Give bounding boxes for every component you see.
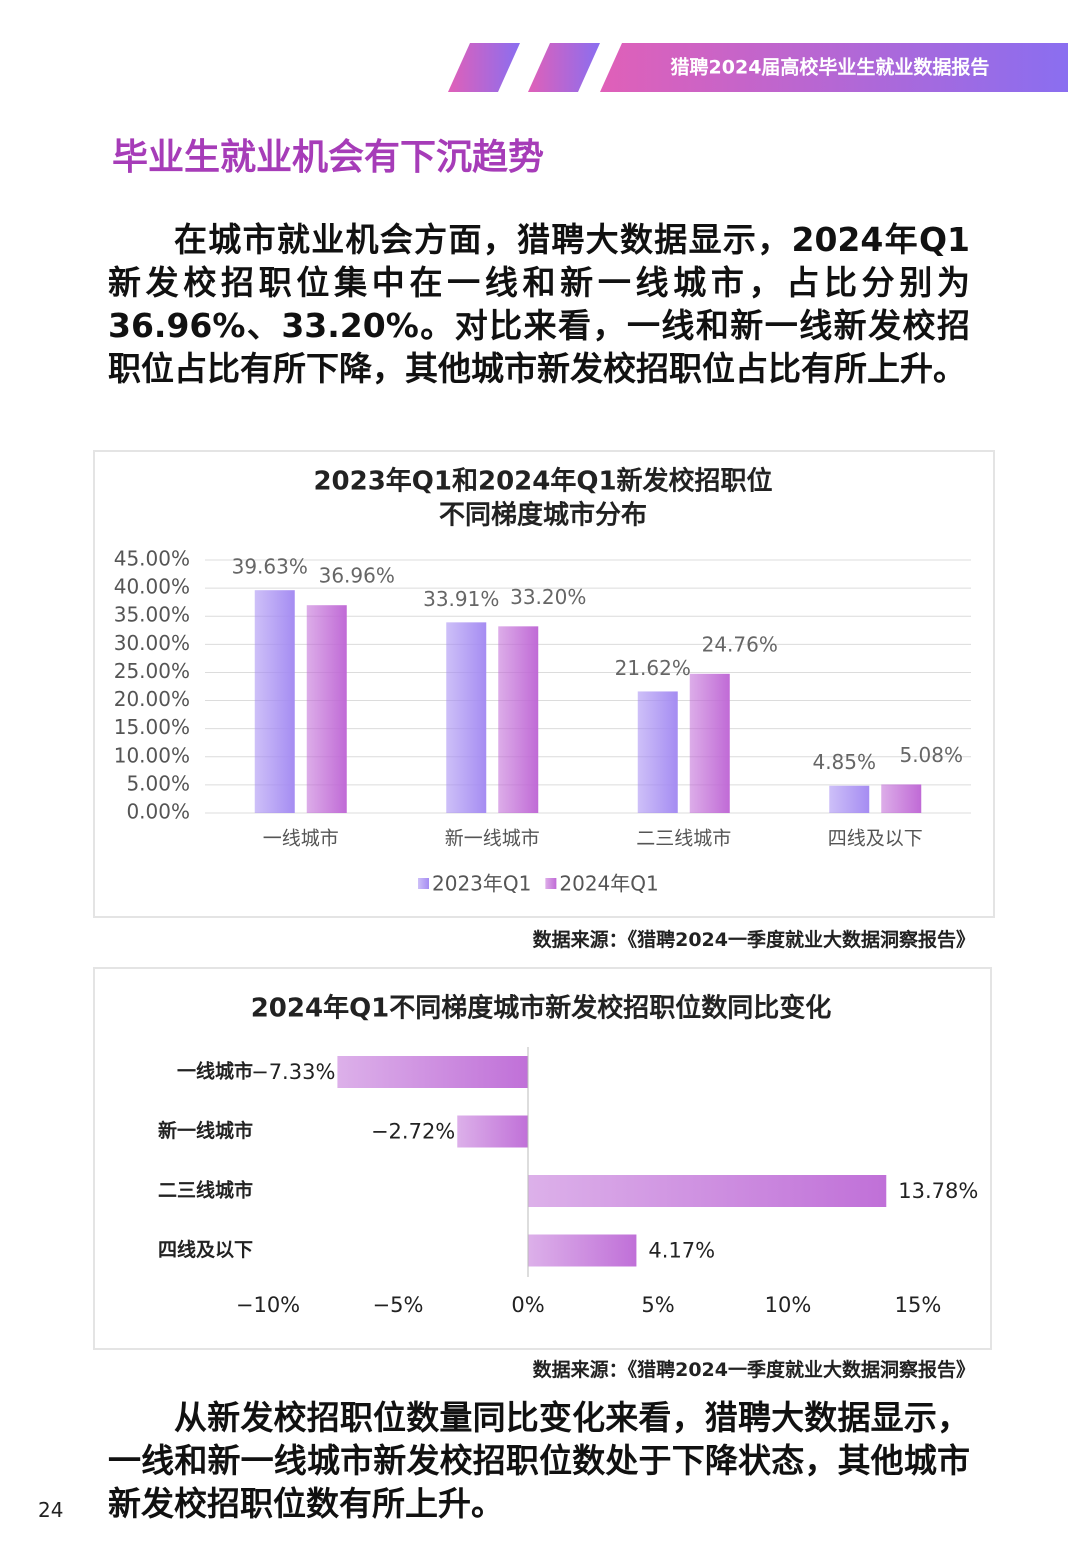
y-tick-label: 一线城市 (177, 1060, 253, 1083)
chart-title: 2023年Q1和2024年Q1新发校招职位 (313, 466, 772, 497)
header-bar (600, 43, 1068, 92)
bar (254, 590, 295, 813)
data-label: 33.20% (510, 585, 586, 609)
y-tick-label: 30.00% (114, 631, 190, 655)
stripe (448, 43, 520, 92)
data-label: 36.96% (319, 564, 395, 588)
y-tick-label: 10.00% (114, 743, 190, 767)
bar (689, 673, 730, 813)
y-tick-label: 45.00% (114, 547, 190, 571)
bar (528, 1234, 637, 1267)
y-tick-label: 四线及以下 (158, 1238, 253, 1261)
bar (528, 1175, 887, 1207)
legend-swatch (545, 878, 557, 889)
chart-box (93, 967, 992, 1350)
chart: 2024年Q1不同梯度城市新发校招职位数同比变化 −10% −5% 0% 5% 10% 15… (158, 993, 978, 1318)
x-tick-label: 新一线城市 (445, 828, 540, 850)
data-label: 4.85% (812, 750, 876, 774)
bar (637, 691, 678, 813)
bar (457, 1115, 528, 1148)
data-label: 4.17% (648, 1239, 715, 1263)
chart-box (93, 450, 995, 918)
y-tick-label: 35.00% (114, 603, 190, 627)
legend-swatch (418, 878, 429, 889)
chart-title: 不同梯度城市分布 (439, 500, 647, 531)
x-tick-label: 10% (765, 1293, 812, 1317)
bar (337, 1056, 528, 1088)
bar (306, 605, 347, 813)
bar (881, 784, 922, 813)
y-tick-label: 0.00% (126, 800, 190, 824)
header-band: 猎聘2024届高校毕业生就业数据报告 (448, 43, 1068, 92)
x-tick-label: 一线城市 (263, 828, 339, 850)
y-tick-label: 15.00% (114, 715, 190, 739)
paragraph: 从新发校招职位数量同比变化来看，猎聘大数据显示，一线和新一线城市新发校招职位数处… (108, 1398, 970, 1523)
data-label: 24.76% (702, 632, 778, 656)
source: 数据来源：《猎聘2024一季度就业大数据洞察报告》 (532, 929, 975, 951)
paragraph: 在城市就业机会方面，猎聘大数据显示，2024年Q1新发校招职位集中在一线和新一线… (108, 220, 970, 388)
chart-title: 2024年Q1不同梯度城市新发校招职位数同比变化 (251, 993, 832, 1024)
y-tick-label: 5.00% (126, 771, 190, 795)
y-tick-label: 20.00% (114, 687, 190, 711)
y-tick-label: 40.00% (114, 575, 190, 599)
source: 数据来源：《猎聘2024一季度就业大数据洞察报告》 (532, 1359, 975, 1381)
section-title: 毕业生就业机会有下沉趋势 (112, 137, 545, 178)
data-label: 13.78% (898, 1179, 978, 1203)
data-label: −2.72% (371, 1120, 455, 1144)
data-label: 5.08% (899, 743, 963, 767)
x-tick-label: −10% (236, 1293, 300, 1317)
y-tick-label: 新一线城市 (158, 1119, 253, 1142)
x-tick-label: 四线及以下 (828, 828, 923, 850)
x-tick-label: 15% (895, 1293, 942, 1317)
data-label: 39.63% (232, 555, 308, 579)
data-label: 33.91% (423, 587, 499, 611)
data-label: −7.33% (251, 1060, 335, 1084)
legend-label: 2023年Q1 (432, 872, 531, 896)
bar (829, 785, 870, 813)
data-label: 21.62% (615, 656, 691, 680)
bar (446, 622, 487, 813)
header-text: 猎聘2024届高校毕业生就业数据报告 (671, 56, 990, 79)
x-tick-label: −5% (373, 1293, 424, 1317)
stripe (528, 43, 600, 92)
y-tick-label: 二三线城市 (158, 1179, 253, 1202)
x-tick-label: 0% (511, 1293, 544, 1317)
x-tick-label: 5% (641, 1293, 674, 1317)
legend-label: 2024年Q1 (559, 872, 658, 896)
y-tick-label: 25.00% (114, 659, 190, 683)
bar (498, 626, 539, 813)
page-number: 24 (38, 1498, 64, 1522)
x-tick-label: 二三线城市 (636, 828, 731, 850)
